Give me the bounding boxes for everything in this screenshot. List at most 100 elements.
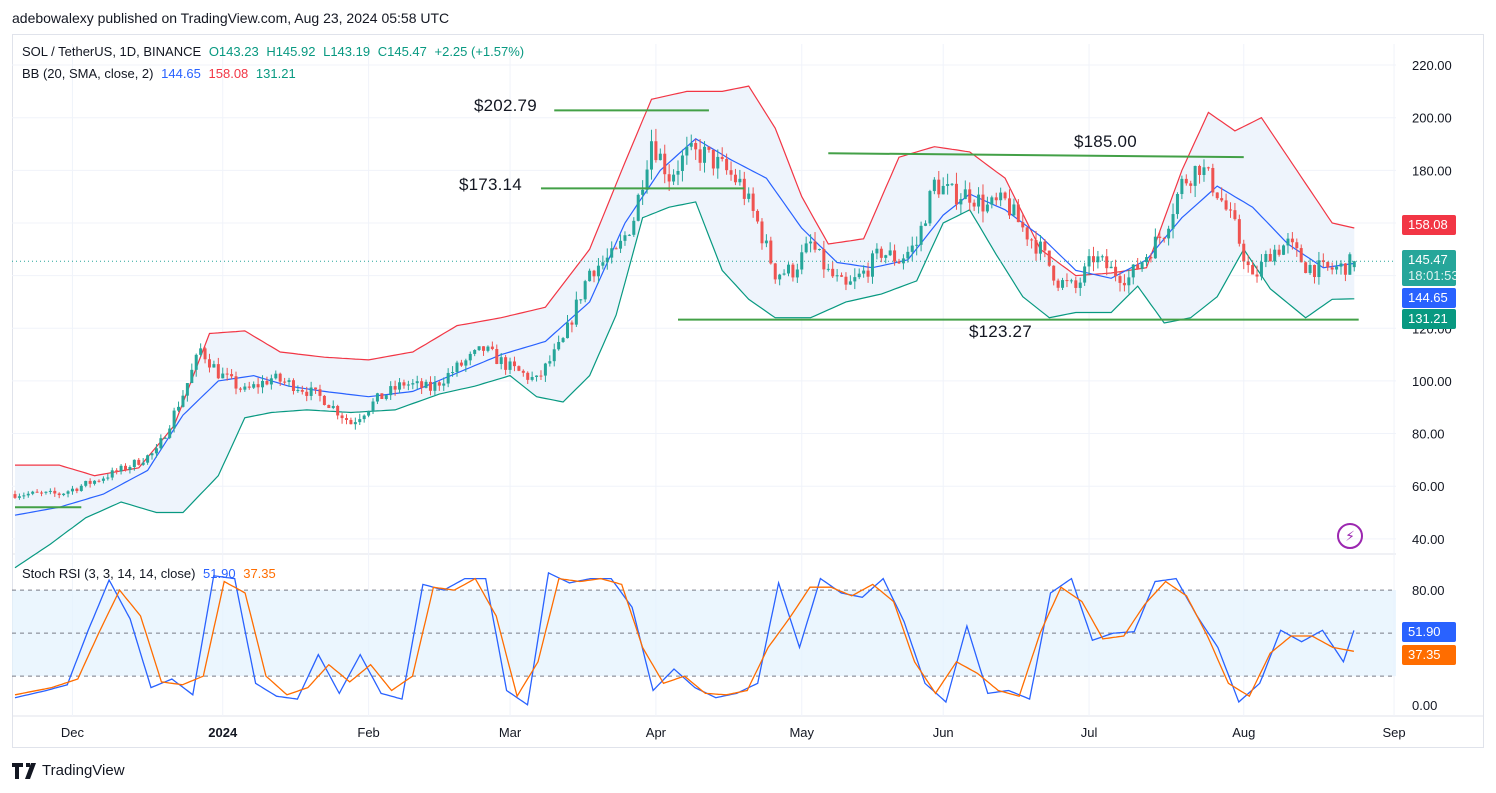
annotation-s1: $123.27	[969, 322, 1032, 341]
candle-body	[1246, 261, 1250, 266]
candle-body	[672, 174, 676, 182]
candle-body	[473, 350, 477, 354]
stoch-d-value: 37.35	[243, 566, 276, 581]
candle-body	[658, 153, 662, 161]
publisher-line: adebowalexy published on TradingView.com…	[12, 10, 450, 26]
candle-body	[17, 496, 21, 498]
candle-body	[733, 174, 737, 183]
candle-body	[216, 364, 220, 379]
countdown-value: 18:01:53	[1408, 268, 1459, 283]
candle-body	[517, 366, 521, 371]
bb-basis-line	[14, 138, 1355, 516]
candle-body	[340, 415, 344, 419]
bb-upper-value: 158.08	[208, 66, 249, 81]
candle-body	[199, 348, 203, 355]
candle-body	[583, 281, 587, 300]
candle-body	[809, 241, 813, 244]
stoch-k-value: 51.90	[203, 566, 236, 581]
candle-body	[1317, 260, 1321, 278]
candle-body	[384, 395, 388, 400]
candle-body	[831, 268, 835, 277]
candle-body	[362, 415, 366, 420]
x-tick-label: Sep	[1382, 725, 1405, 740]
candle-body	[1348, 254, 1352, 275]
bb-basis-value: 144.65	[161, 66, 201, 81]
candle-body	[906, 251, 910, 259]
candle-body	[1047, 250, 1051, 266]
candle-body	[817, 248, 821, 250]
candle-body	[1229, 209, 1232, 211]
candle-body	[358, 419, 362, 423]
candle-body	[398, 382, 402, 390]
candle-body	[261, 380, 265, 388]
candle-body	[446, 372, 450, 384]
candle-body	[482, 346, 486, 351]
main-legend: SOL / TetherUS, 1D, BINANCE O143.23 H145…	[22, 44, 528, 59]
legend-symbol[interactable]: SOL / TetherUS, 1D, BINANCE	[22, 44, 202, 59]
tradingview-logo[interactable]: TradingView	[12, 762, 125, 779]
stoch-y-tick-label: 0.00	[1412, 698, 1437, 713]
candle-body	[844, 276, 848, 285]
candle-body	[283, 381, 287, 383]
candle-body	[937, 179, 941, 195]
candle-body	[636, 194, 640, 221]
candle-body	[941, 185, 945, 195]
brand-text: TradingView	[42, 762, 125, 779]
candle-body	[327, 405, 331, 409]
candle-body	[1149, 257, 1153, 259]
candle-body	[910, 245, 914, 252]
candle-body	[566, 322, 569, 339]
x-tick-label: Jun	[933, 725, 954, 740]
bb-label[interactable]: BB (20, SMA, close, 2)	[22, 66, 154, 81]
candle-body	[676, 170, 680, 175]
candle-body	[1352, 261, 1356, 268]
candle-body	[596, 265, 600, 277]
candle-body	[954, 183, 958, 205]
candle-body	[1043, 241, 1047, 251]
candle-body	[1268, 254, 1272, 262]
candle-body	[318, 389, 322, 396]
tag-bb-lower: 131.21	[1402, 309, 1456, 329]
y-tick-label: 220.00	[1412, 58, 1452, 73]
candle-body	[1158, 236, 1162, 238]
candle-body	[826, 268, 830, 270]
candle-body	[1224, 200, 1228, 210]
candle-body	[698, 149, 702, 163]
candle-body	[1220, 198, 1224, 201]
stoch-label[interactable]: Stoch RSI (3, 3, 14, 14, close)	[22, 566, 196, 581]
candle-body	[106, 477, 110, 479]
candle-body	[1286, 238, 1290, 246]
tag-stoch-k: 51.90	[1402, 622, 1456, 642]
candle-body	[1273, 249, 1277, 262]
candle-body	[1091, 256, 1095, 263]
candle-body	[614, 248, 618, 250]
candle-body	[97, 480, 101, 482]
candle-body	[477, 346, 481, 351]
candle-body	[787, 264, 790, 274]
candle-body	[968, 189, 972, 203]
candle-body	[1087, 256, 1091, 267]
candle-body	[101, 478, 105, 481]
candle-body	[1211, 167, 1215, 193]
candle-body	[79, 485, 83, 491]
candle-body	[247, 386, 251, 388]
candle-body	[747, 193, 751, 199]
candle-body	[680, 155, 684, 171]
candle-body	[256, 384, 260, 388]
candle-body	[804, 243, 808, 253]
candle-body	[689, 143, 693, 147]
x-tick-label: Aug	[1232, 725, 1255, 740]
candle-body	[1167, 228, 1171, 239]
candle-body	[1175, 194, 1179, 215]
candle-body	[1282, 245, 1286, 255]
x-tick-label: Mar	[499, 725, 522, 740]
bb-lower-value: 131.21	[255, 66, 296, 81]
candle-body	[177, 406, 181, 411]
candle-body	[504, 357, 508, 370]
candle-body	[848, 281, 852, 285]
candle-body	[22, 495, 26, 497]
tag-stoch-d: 37.35	[1402, 645, 1456, 665]
alert-bolt-icon[interactable]: ⚡	[1337, 523, 1363, 549]
legend-open: O143.23	[208, 44, 259, 59]
